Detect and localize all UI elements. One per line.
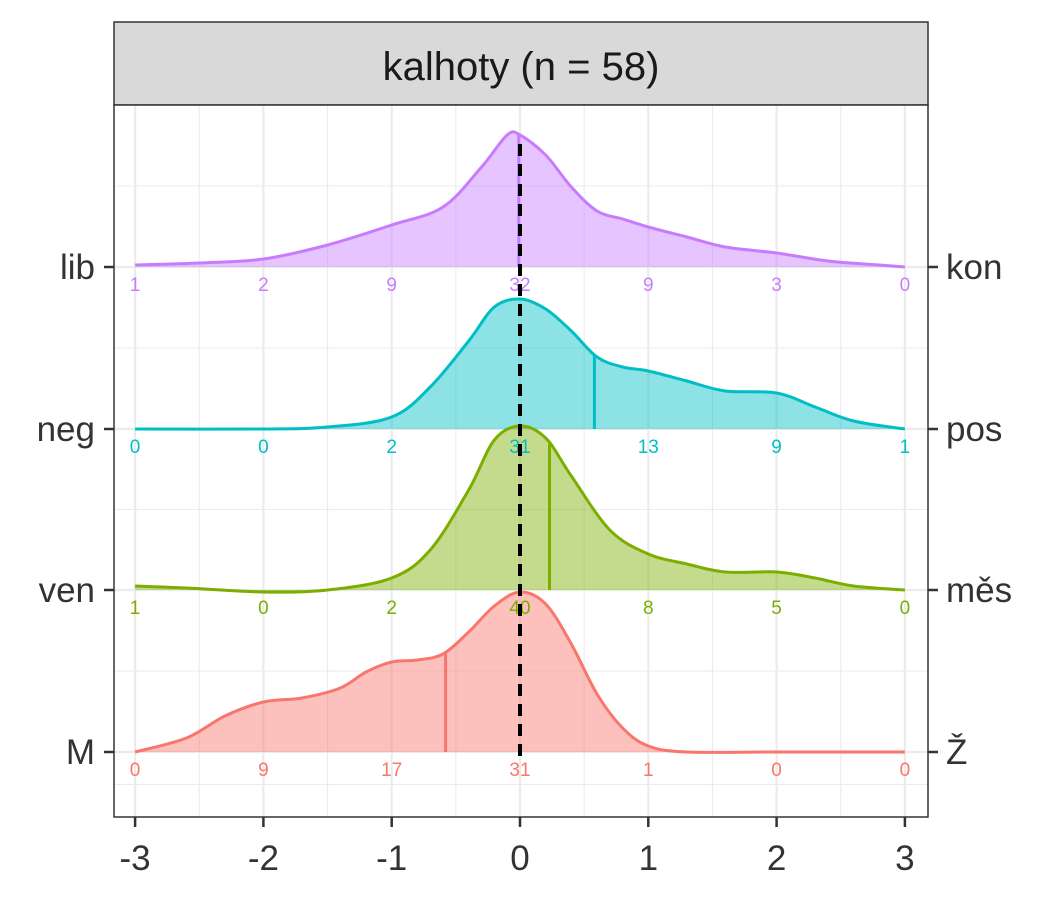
density-line [135, 297, 906, 431]
facet-title: kalhoty (n = 58) [383, 45, 660, 89]
count-label: 0 [258, 598, 269, 619]
count-label: 0 [900, 598, 911, 619]
y-label-left: lib [60, 248, 95, 287]
x-tick-label: 0 [510, 839, 529, 878]
count-label: 2 [386, 437, 397, 458]
density-line [134, 590, 905, 754]
density-line [135, 130, 906, 269]
x-tick-label: -1 [376, 839, 407, 878]
y-label-left: ven [39, 571, 95, 610]
count-label: 3 [771, 275, 782, 296]
x-tick-label: 1 [639, 839, 658, 878]
y-label-right: Ž [946, 733, 967, 772]
count-label: 9 [258, 760, 269, 781]
count-label: 2 [386, 598, 397, 619]
y-label-left: M [66, 733, 95, 772]
y-label-right: měs [946, 571, 1012, 610]
x-tick-label: -2 [248, 839, 279, 878]
count-label: 17 [381, 760, 402, 781]
count-label: 0 [130, 437, 141, 458]
x-axis: -3 -2 -1 0 1 2 3 [120, 817, 915, 878]
count-label: 5 [771, 598, 782, 619]
count-label: 0 [130, 760, 141, 781]
count-label: 9 [386, 275, 397, 296]
count-label: 0 [900, 760, 911, 781]
count-label: 1 [643, 760, 654, 781]
density-line [135, 424, 906, 594]
count-label: 1 [130, 275, 141, 296]
y-label-right: pos [946, 410, 1002, 449]
count-label: 9 [771, 437, 782, 458]
x-tick-label: -3 [120, 839, 151, 878]
count-label: 13 [638, 437, 659, 458]
count-label: 31 [509, 760, 530, 781]
y-label-right: kon [946, 248, 1002, 287]
count-label: 0 [900, 275, 911, 296]
x-tick-label: 3 [895, 839, 914, 878]
facet-strip [113, 21, 929, 106]
y-axis-right: kon pos měs Ž [928, 248, 1012, 772]
count-label: 0 [771, 760, 782, 781]
x-tick-label: 2 [767, 839, 786, 878]
count-label: 9 [643, 275, 654, 296]
count-label: 1 [130, 598, 141, 619]
count-label: 8 [643, 598, 654, 619]
count-label: 1 [900, 437, 911, 458]
count-label: 0 [258, 437, 269, 458]
y-axis-left: lib neg ven M [37, 248, 114, 772]
count-labels: 1293293000231139110240850091731100 [130, 275, 910, 781]
count-label: 2 [258, 275, 269, 296]
y-label-left: neg [37, 410, 95, 449]
